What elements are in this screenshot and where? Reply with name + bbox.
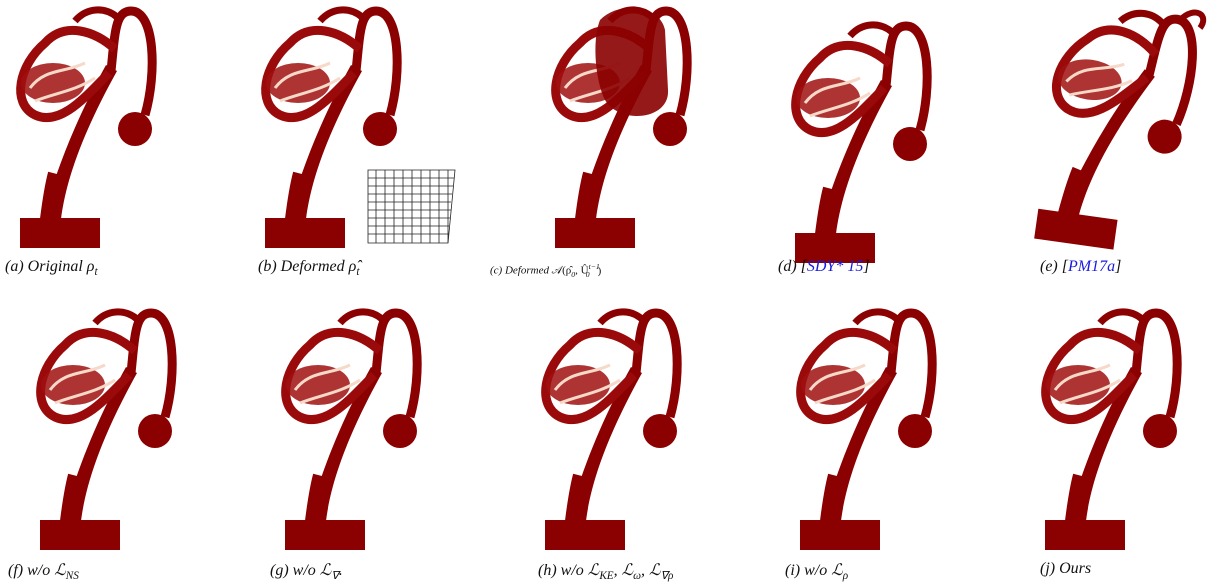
caption-text: (b) Deformed [258, 258, 349, 275]
caption-sub: ρ [843, 570, 848, 582]
panel-image [1034, 3, 1203, 257]
caption-text: (d) [ [778, 258, 807, 275]
caption-math: ℒ [588, 562, 600, 579]
caption: (b) Deformed ρ̂t [258, 258, 359, 278]
figure-images [0, 0, 1225, 588]
caption-math: , ℒ [641, 562, 661, 579]
panel-image [545, 312, 677, 550]
caption-math: 𝒜(ρ̂ [552, 265, 572, 277]
caption-sub: 0 [586, 270, 590, 279]
caption-text: (h) w/o [538, 562, 588, 579]
caption: (c) Deformed 𝒜(ρ̂0, Ût−10) [490, 262, 601, 279]
caption-math: ℒ [831, 562, 843, 579]
caption: (d) [SDY* 15] [778, 258, 870, 276]
panel-image [555, 8, 687, 248]
panel-image [795, 25, 927, 263]
caption-text: ] [863, 258, 869, 275]
caption-sub: KE [599, 570, 613, 582]
caption-text: . [339, 562, 343, 579]
caption-sub: ∇ [331, 570, 338, 582]
caption-sub: ω [633, 570, 641, 582]
citation-link[interactable]: SDY* 15 [807, 258, 863, 275]
caption-text: ] [1115, 258, 1121, 275]
caption-text: (f) w/o [8, 562, 54, 579]
caption-math: , ℒ [614, 562, 634, 579]
caption: (h) w/o ℒKE, ℒω, ℒ∇ρ [538, 560, 673, 582]
caption-text: (c) Deformed [490, 265, 552, 277]
panel-image [20, 10, 152, 248]
panel-image [40, 312, 172, 550]
caption-text: (j) Ours [1040, 560, 1091, 577]
caption-math: ℒ [54, 562, 66, 579]
caption-text: (a) Original [5, 258, 87, 275]
caption: (j) Ours [1040, 560, 1091, 578]
deformation-grid [368, 170, 455, 243]
caption-sub: ∇ρ [661, 570, 674, 582]
caption-math: ℒ [320, 562, 332, 579]
caption: (g) w/o ℒ∇. [270, 560, 343, 582]
panel-image [800, 312, 932, 550]
panel-image [285, 312, 417, 550]
caption-sub: t [94, 266, 97, 278]
figure: (a) Original ρt (b) Deformed ρ̂t (c) Def… [0, 0, 1225, 588]
caption-text: (i) w/o [785, 562, 831, 579]
caption: (f) w/o ℒNS [8, 560, 79, 582]
panel-image [265, 10, 455, 248]
caption-sub: NS [66, 570, 79, 582]
citation-link[interactable]: PM17a [1068, 258, 1115, 275]
panel-image [1045, 312, 1177, 550]
caption-math: ) [598, 265, 602, 277]
caption: (a) Original ρt [5, 258, 98, 278]
caption-text: (g) w/o [270, 562, 320, 579]
caption: (e) [PM17a] [1040, 258, 1121, 276]
caption: (i) w/o ℒρ [785, 560, 848, 582]
caption-text: (e) [ [1040, 258, 1068, 275]
caption-sub: t [356, 266, 359, 278]
